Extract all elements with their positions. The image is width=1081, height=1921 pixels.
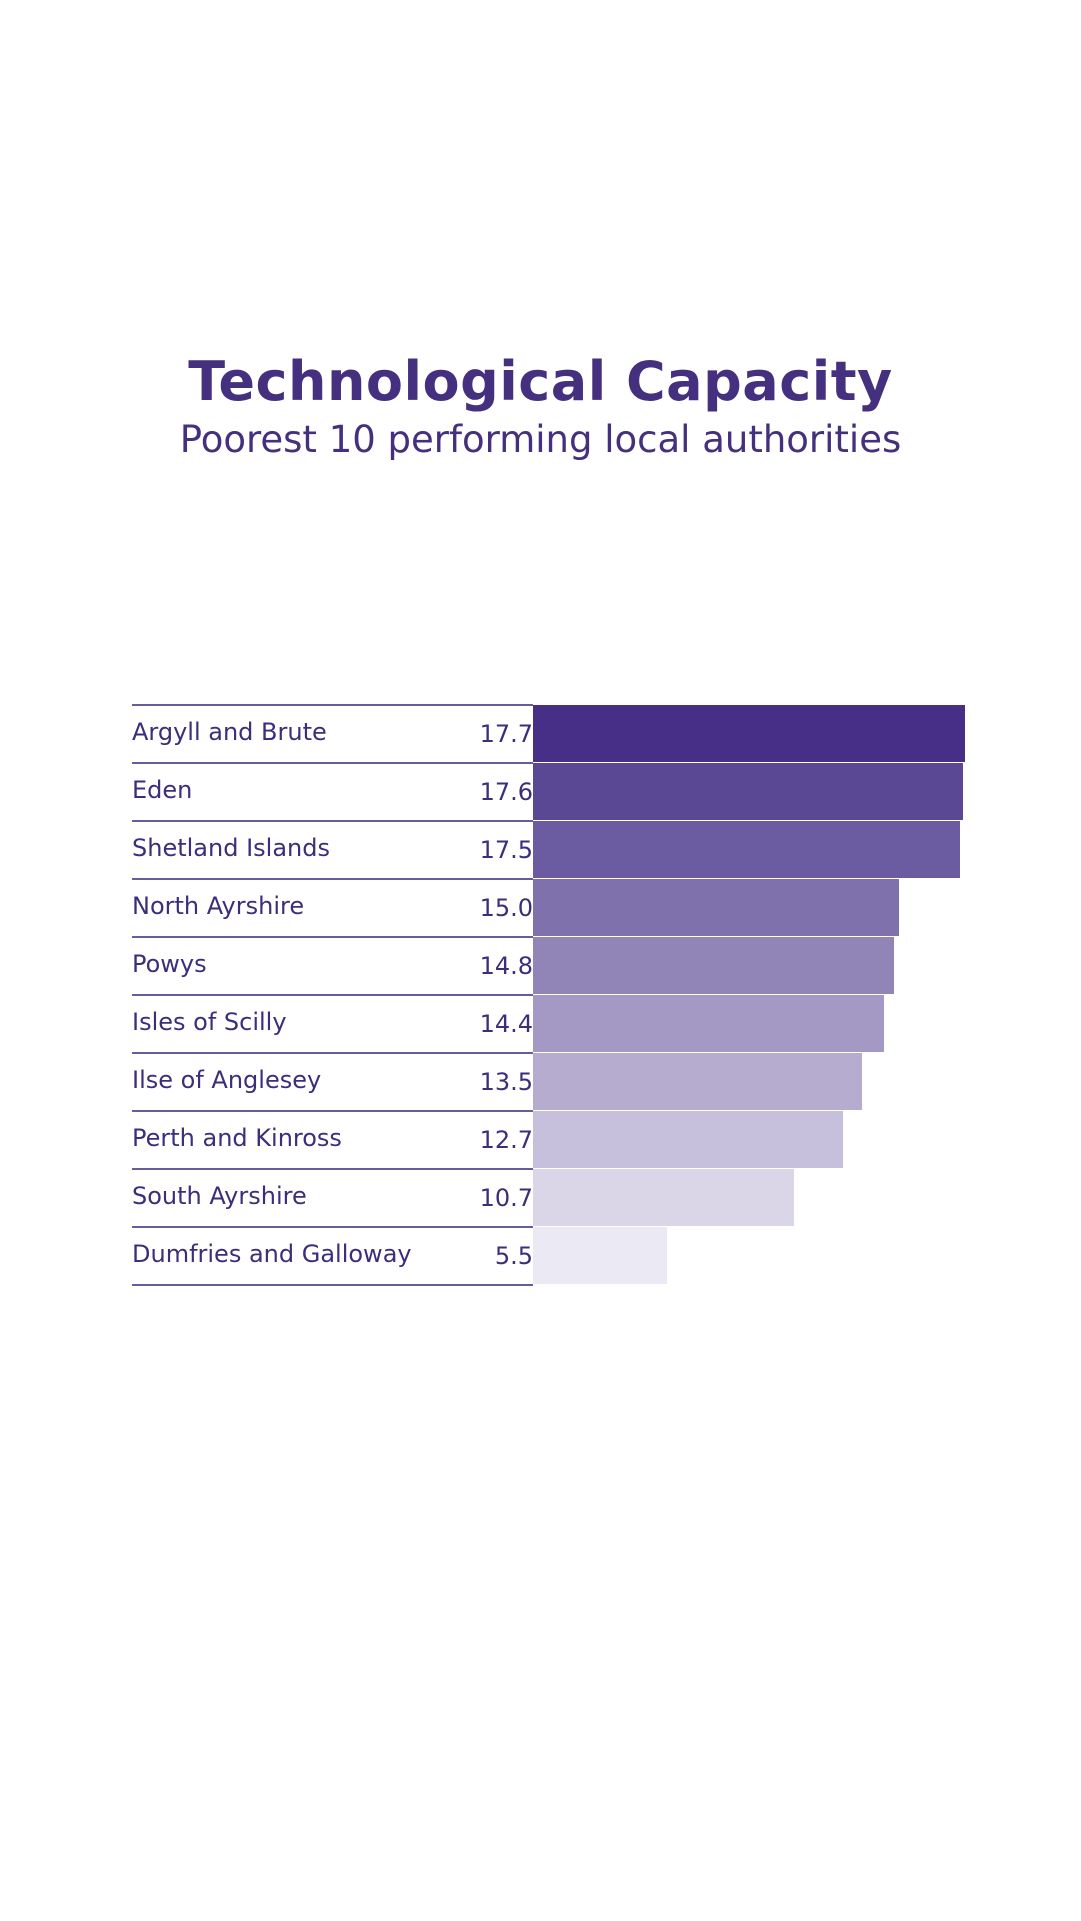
chart-row: Ilse of Anglesey 13.5 xyxy=(132,1052,982,1110)
bar xyxy=(533,879,900,936)
chart-row: Isles of Scilly 14.4 xyxy=(132,994,982,1052)
category-label: North Ayrshire xyxy=(132,892,305,920)
value-label: 10.7 xyxy=(479,1184,533,1212)
chart-row: Perth and Kinross 12.7 xyxy=(132,1110,982,1168)
row-divider xyxy=(132,994,533,996)
chart-row: Eden 17.6 xyxy=(132,762,982,820)
bar xyxy=(533,763,963,820)
category-label: South Ayrshire xyxy=(132,1182,307,1210)
value-label: 17.5 xyxy=(479,836,533,864)
row-divider xyxy=(132,1226,533,1228)
value-label: 5.5 xyxy=(494,1242,533,1270)
chart-title: Technological Capacity xyxy=(188,350,893,413)
row-divider xyxy=(132,1110,533,1112)
row-divider xyxy=(132,762,533,764)
category-label: Isles of Scilly xyxy=(132,1008,287,1036)
value-label: 13.5 xyxy=(479,1068,533,1096)
bar xyxy=(533,705,965,762)
row-divider xyxy=(132,1284,533,1286)
bar xyxy=(533,1169,795,1226)
value-label: 14.8 xyxy=(479,952,533,980)
value-label: 15.0 xyxy=(479,894,533,922)
bar xyxy=(533,995,885,1052)
category-label: Argyll and Brute xyxy=(132,718,327,746)
row-divider xyxy=(132,936,533,938)
category-label: Powys xyxy=(132,950,207,978)
value-label: 17.7 xyxy=(479,720,533,748)
bar xyxy=(533,1053,863,1110)
category-label: Ilse of Anglesey xyxy=(132,1066,322,1094)
row-divider xyxy=(132,704,533,706)
row-divider xyxy=(132,1052,533,1054)
chart-row: North Ayrshire 15.0 xyxy=(132,878,982,936)
chart-row: Shetland Islands 17.5 xyxy=(132,820,982,878)
category-label: Perth and Kinross xyxy=(132,1124,342,1152)
chart-row: Dumfries and Galloway 5.5 xyxy=(132,1226,982,1284)
category-label: Shetland Islands xyxy=(132,834,330,862)
bar xyxy=(533,937,895,994)
row-divider xyxy=(132,820,533,822)
bar-chart: Argyll and Brute 17.7 Eden 17.6 Shetland… xyxy=(132,704,982,1286)
chart-row: South Ayrshire 10.7 xyxy=(132,1168,982,1226)
category-label: Dumfries and Galloway xyxy=(132,1240,412,1268)
bar xyxy=(533,1227,668,1284)
chart-row: Powys 14.8 xyxy=(132,936,982,994)
chart-row: Argyll and Brute 17.7 xyxy=(132,704,982,762)
category-label: Eden xyxy=(132,776,193,804)
bar xyxy=(533,1111,843,1168)
chart-subtitle: Poorest 10 performing local authorities xyxy=(179,418,902,461)
row-divider xyxy=(132,878,533,880)
value-label: 17.6 xyxy=(479,778,533,806)
value-label: 12.7 xyxy=(479,1126,533,1154)
row-divider xyxy=(132,1168,533,1170)
value-label: 14.4 xyxy=(479,1010,533,1038)
bar xyxy=(533,821,961,878)
